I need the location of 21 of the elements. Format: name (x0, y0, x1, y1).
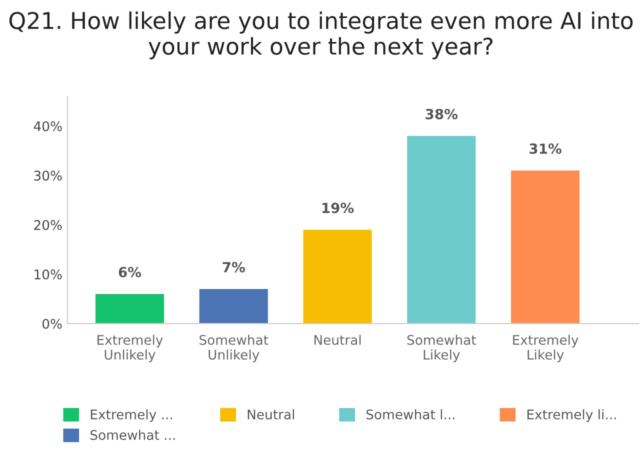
data-label: 19% (322, 202, 354, 214)
data-label: 38% (426, 108, 458, 120)
y-tick-label: 0% (42, 318, 62, 329)
y-tick-label: 40% (34, 121, 62, 132)
legend-label: Extremely ... (90, 409, 172, 422)
x-tick-label: Extremely Unlikely (98, 334, 163, 362)
data-label: 31% (530, 143, 562, 154)
data-label: 7% (222, 262, 245, 272)
chart-title: Q21. How likely are you to integrate even more AI into your work over the next year? (9, 11, 633, 60)
y-tick-label: 20% (34, 220, 62, 230)
y-tick-label: 10% (34, 269, 62, 280)
legend-label: Somewhat ... (90, 430, 175, 440)
legend-label: Neutral (248, 409, 294, 420)
x-tick-label: Extremely Likely (513, 334, 578, 362)
x-tick-label: Neutral (314, 334, 361, 345)
legend-label: Extremely li... (527, 409, 616, 422)
x-tick-label: Somewhat Unlikely (200, 334, 268, 362)
y-tick-label: 30% (34, 170, 62, 181)
legend-label: Somewhat l... (366, 409, 454, 420)
data-label: 6% (118, 266, 142, 278)
x-tick-label: Somewhat Likely (407, 334, 476, 362)
